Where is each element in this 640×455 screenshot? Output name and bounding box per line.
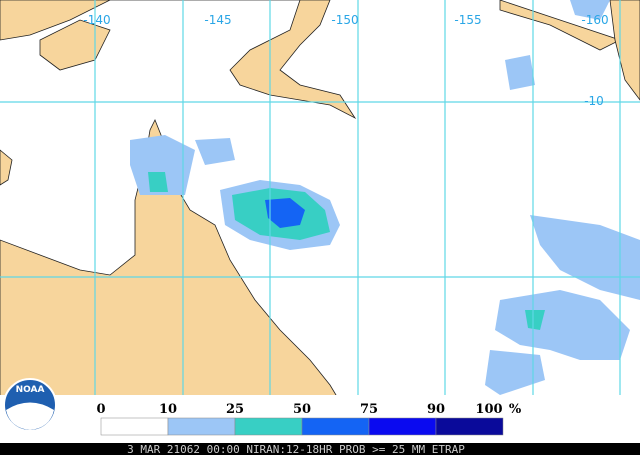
legend-label: 25 [226, 402, 244, 417]
legend-swatch [167, 417, 236, 436]
land [0, 0, 111, 41]
legend-swatch [368, 417, 437, 436]
land [0, 149, 13, 186]
legend-unit: % [509, 402, 522, 417]
legend-label: 75 [360, 402, 378, 417]
caption-bar [0, 443, 640, 455]
lon-label: -155 [454, 13, 481, 27]
land [609, 0, 640, 101]
legend-swatch [234, 417, 303, 436]
legend-label: 0 [96, 402, 105, 417]
logo-text: NOAA [16, 385, 45, 395]
lon-label: -145 [204, 13, 231, 27]
lon-label: -140 [83, 13, 110, 27]
legend-label: 10 [159, 402, 177, 417]
legend-label: 50 [293, 402, 311, 417]
caption: 3 MAR 21062 00:00 NIRAN:12-18HR PROB >= … [127, 443, 465, 455]
legend-label: 90 [427, 402, 445, 417]
lat-label: -10 [584, 94, 604, 108]
rain [130, 0, 640, 395]
legend: 0 10 25 50 75 90 100% [96, 402, 522, 436]
legend-label: 100 [475, 402, 502, 417]
logo: NOAA [3, 378, 57, 432]
legend-swatch [435, 417, 504, 436]
lon-label: -150 [331, 13, 358, 27]
legend-swatch [100, 417, 169, 436]
lon-label: -160 [581, 13, 608, 27]
land [0, 0, 357, 120]
graticule [0, 0, 640, 410]
legend-swatch [301, 417, 370, 436]
land [499, 0, 622, 51]
